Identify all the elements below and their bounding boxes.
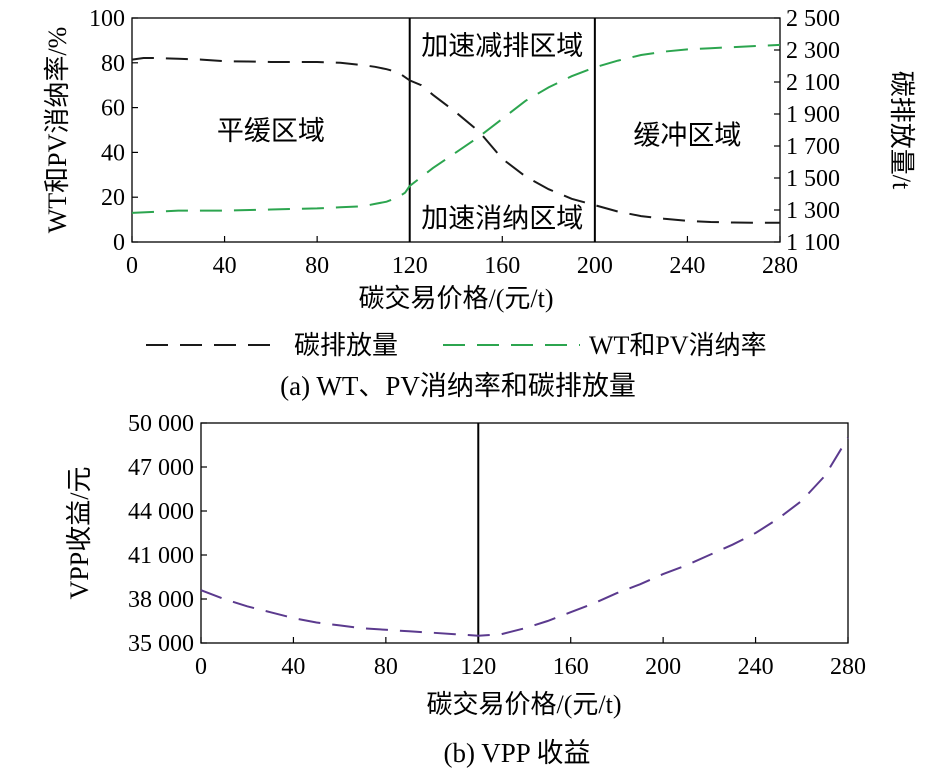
region-label: 缓冲区域 (633, 120, 741, 150)
a-right-tick-label: 2 500 (786, 6, 840, 32)
a-right-tick-label: 2 100 (786, 70, 840, 96)
a-right-tick-label: 1 300 (786, 198, 840, 224)
a-left-tick-label: 20 (101, 185, 125, 211)
b-x-tick-label: 0 (195, 654, 207, 680)
a-left-tick-label: 100 (89, 6, 125, 32)
legend-label-carbon-emission: 碳排放量 (294, 331, 398, 360)
carbon-emission-line (131, 57, 780, 224)
a-left-tick-label: 60 (101, 96, 125, 122)
b-y-tick-label: 50 000 (128, 411, 194, 437)
a-right-tick-label: 1 100 (786, 230, 840, 256)
b-y-tick-label: 35 000 (128, 631, 194, 657)
a-right-tick-label: 1 700 (786, 134, 840, 160)
panel-a-left-axis-title: WT和PV消纳率/% (43, 27, 72, 234)
panel-a-x-axis-title: 碳交易价格/(元/t) (359, 284, 554, 313)
a-x-tick-label: 280 (762, 253, 798, 279)
panel-a-caption: (a) WT、PV消纳率和碳排放量 (280, 371, 636, 401)
panel-b-ticks: 0 40 80 120 160 200 240 280 35 000 38 000 41 000 44… (128, 411, 866, 680)
region-label: 加速消纳区域 (421, 203, 583, 233)
a-left-tick-label: 80 (101, 51, 125, 77)
b-y-tick-label: 38 000 (128, 587, 194, 613)
region-label: 加速减排区域 (421, 31, 583, 61)
b-x-tick-label: 40 (281, 654, 305, 680)
a-right-tick-label: 1 900 (786, 102, 840, 128)
consumption-rate-line (131, 43, 781, 214)
panel-a-right-axis-title: 碳排放量/t (887, 71, 916, 190)
panel-b: 0 40 80 120 160 200 240 280 35 000 38 000 41 000 44… (65, 411, 866, 768)
panel-a-series (131, 43, 781, 224)
a-left-tick-label: 0 (113, 230, 125, 256)
b-x-tick-label: 240 (738, 654, 774, 680)
panel-b-series (200, 437, 849, 637)
a-x-tick-label: 120 (392, 253, 428, 279)
vpp-revenue-line (200, 437, 849, 637)
b-y-tick-label: 44 000 (128, 499, 194, 525)
b-x-tick-label: 120 (460, 654, 496, 680)
a-right-tick-label: 1 500 (786, 166, 840, 192)
b-y-tick-label: 47 000 (128, 455, 194, 481)
legend-label-consumption-rate: WT和PV消纳率 (589, 331, 767, 360)
a-x-tick-label: 240 (669, 253, 705, 279)
b-x-tick-label: 280 (830, 654, 866, 680)
a-x-tick-label: 160 (484, 253, 520, 279)
b-x-tick-label: 80 (374, 654, 398, 680)
a-x-tick-label: 40 (213, 253, 237, 279)
region-label: 平缓区域 (217, 116, 325, 146)
panel-a-legend: 碳排放量 WT和PV消纳率 (146, 331, 767, 360)
panel-b-plot-frame (200, 422, 849, 644)
panel-b-x-axis-title: 碳交易价格/(元/t) (427, 690, 622, 719)
a-right-tick-label: 2 300 (786, 38, 840, 64)
b-y-tick-label: 41 000 (128, 543, 194, 569)
b-x-tick-label: 160 (553, 654, 589, 680)
panel-b-caption: (b) VPP 收益 (443, 738, 590, 768)
b-x-tick-label: 200 (645, 654, 681, 680)
panel-a-dividers (408, 18, 596, 242)
panel-a-plot-frame (131, 17, 781, 243)
a-x-tick-label: 80 (305, 253, 329, 279)
panel-b-y-axis-title: VPP收益/元 (65, 467, 94, 600)
panel-a-ticks: 0 40 80 120 160 200 240 280 0 20 40 60 80 100 1 100 1 3… (89, 6, 840, 279)
a-x-tick-label: 200 (577, 253, 613, 279)
a-x-tick-label: 0 (126, 253, 138, 279)
panel-a: 0 40 80 120 160 200 240 280 0 20 40 60 80 100 1 100 1 3… (43, 6, 916, 401)
a-left-tick-label: 40 (101, 140, 125, 166)
